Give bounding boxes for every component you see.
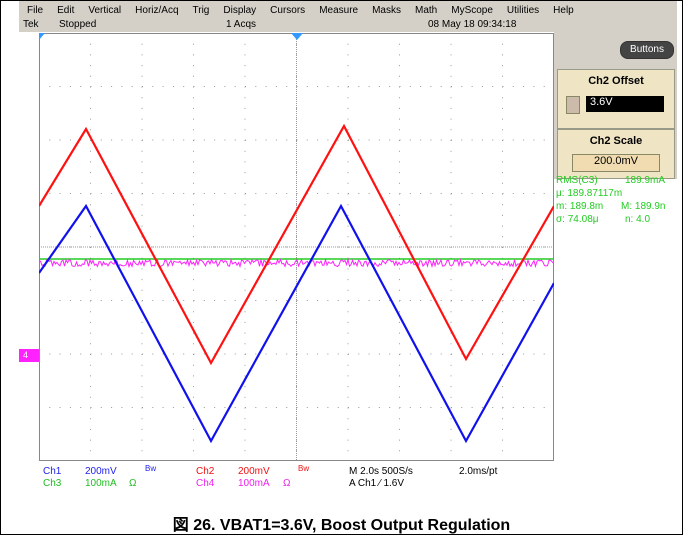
scale-value[interactable]: 200.0mV bbox=[572, 154, 660, 172]
meas-max: M: 189.9n bbox=[621, 201, 665, 212]
meas-count: n: 4.0 bbox=[625, 214, 650, 225]
ch4-marker: 4 bbox=[19, 349, 39, 362]
datetime: 08 May 18 09:34:18 bbox=[428, 19, 516, 30]
ch4-scale: 100mA bbox=[238, 478, 270, 489]
ch2-flag: Bw bbox=[298, 464, 309, 473]
menu-item[interactable]: Edit bbox=[57, 5, 74, 16]
menu-item[interactable]: Measure bbox=[319, 5, 358, 16]
ch2-name: Ch2 bbox=[196, 466, 214, 477]
grid bbox=[39, 33, 554, 461]
scale-box: Ch2 Scale 200.0mV bbox=[557, 129, 675, 179]
trigger: A Ch1 ⁄ 1.6V bbox=[349, 478, 404, 489]
menu-item[interactable]: Masks bbox=[372, 5, 401, 16]
menu-item[interactable]: Cursors bbox=[270, 5, 305, 16]
menu-item[interactable]: Display bbox=[223, 5, 256, 16]
menu-item[interactable]: Help bbox=[553, 5, 574, 16]
waveform-plot bbox=[39, 33, 554, 461]
knob-icon bbox=[566, 96, 580, 114]
state: Stopped bbox=[59, 19, 96, 30]
ch2-scale: 200mV bbox=[238, 466, 270, 477]
meas-mean: μ: 189.87117m bbox=[556, 188, 622, 199]
resolution: 2.0ms/pt bbox=[459, 466, 497, 477]
ch4-flag: Ω bbox=[283, 478, 290, 489]
ch3-name: Ch3 bbox=[43, 478, 61, 489]
ch3-flag: Ω bbox=[129, 478, 136, 489]
meas-min: m: 189.8m bbox=[556, 201, 603, 212]
menu-bar: File Edit Vertical Horiz/Acq Trig Display Curs… bbox=[19, 1, 677, 19]
brand: Tek bbox=[23, 19, 39, 30]
menu-item[interactable]: Math bbox=[415, 5, 437, 16]
caption: 図 26. VBAT1=3.6V, Boost Output Regulatio… bbox=[1, 511, 682, 535]
ch1-name: Ch1 bbox=[43, 466, 61, 477]
horizontal: M 2.0s 500S/s bbox=[349, 466, 413, 477]
side-panel: Buttons Ch2 Offset 3.6V Ch2 Scale 200.0m… bbox=[554, 19, 677, 179]
offset-title: Ch2 Offset bbox=[558, 75, 674, 87]
ch1-flag: Bw bbox=[145, 464, 156, 473]
menu-item[interactable]: MyScope bbox=[451, 5, 493, 16]
meas-value: 189.9mA bbox=[625, 175, 665, 186]
page: File Edit Vertical Horiz/Acq Trig Display Curs… bbox=[0, 0, 683, 535]
ch3-scale: 100mA bbox=[85, 478, 117, 489]
offset-value[interactable]: 3.6V bbox=[586, 96, 664, 112]
ch4-name: Ch4 bbox=[196, 478, 214, 489]
meas-sigma: σ: 74.08μ bbox=[556, 214, 599, 225]
menu-item[interactable]: File bbox=[27, 5, 43, 16]
menu-item[interactable]: Trig bbox=[193, 5, 210, 16]
scale-title: Ch2 Scale bbox=[558, 135, 674, 147]
trigger-position bbox=[291, 33, 303, 40]
meas-name: RMS(C3) bbox=[556, 175, 598, 186]
acqs: 1 Acqs bbox=[226, 19, 256, 30]
buttons-button[interactable]: Buttons bbox=[620, 41, 674, 59]
offset-box: Ch2 Offset 3.6V bbox=[557, 69, 675, 129]
ch1-scale: 200mV bbox=[85, 466, 117, 477]
menu-item[interactable]: Horiz/Acq bbox=[135, 5, 178, 16]
menu-item[interactable]: Vertical bbox=[88, 5, 121, 16]
status-bar: Tek Stopped 1 Acqs 08 May 18 09:34:18 bbox=[19, 19, 554, 32]
menu-item[interactable]: Utilities bbox=[507, 5, 539, 16]
